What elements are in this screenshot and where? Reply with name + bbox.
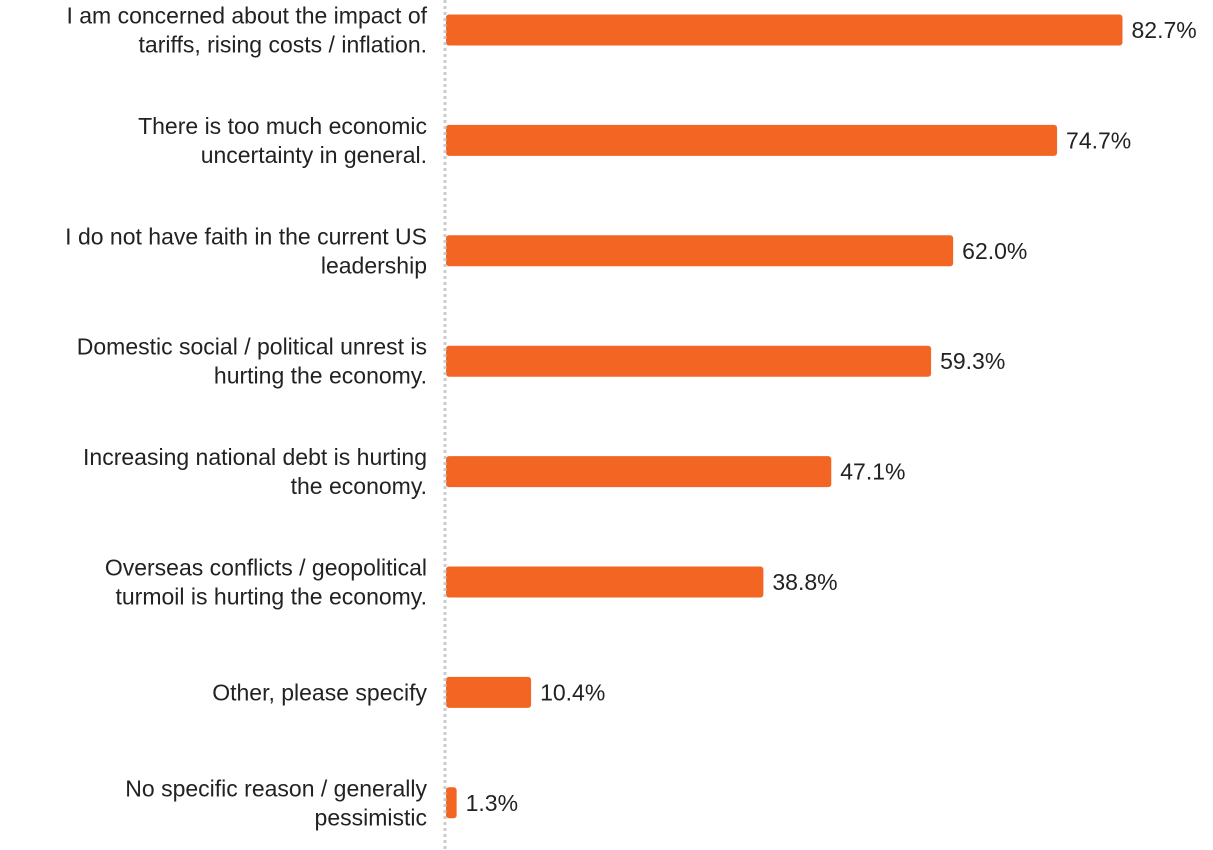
category-label: I am concerned about the impact of xyxy=(66,3,427,29)
category-label: uncertainty in general. xyxy=(201,142,427,168)
value-label: 82.7% xyxy=(1131,17,1196,43)
category-label: turmoil is hurting the economy. xyxy=(116,584,428,610)
category-label: Other, please specify xyxy=(212,679,427,705)
bar xyxy=(446,566,764,598)
bar xyxy=(446,124,1058,156)
bars-layer xyxy=(446,14,1123,819)
category-label: Domestic social / political unrest is xyxy=(77,334,427,360)
bar xyxy=(446,676,532,708)
category-label: leadership xyxy=(321,252,427,278)
category-label: hurting the economy. xyxy=(214,363,427,389)
category-labels-layer: I am concerned about the impact of tariff… xyxy=(65,3,427,831)
value-label: 59.3% xyxy=(940,348,1005,374)
value-label: 38.8% xyxy=(772,569,837,595)
bar xyxy=(446,14,1123,46)
category-label: Increasing national debt is hurting xyxy=(83,444,427,470)
bar xyxy=(446,235,954,267)
category-label: tariffs, rising costs / inflation. xyxy=(139,32,427,58)
category-label: I do not have faith in the current US xyxy=(65,223,427,249)
value-label: 1.3% xyxy=(466,790,518,816)
value-label: 10.4% xyxy=(540,679,605,705)
category-label: There is too much economic xyxy=(138,113,427,139)
bar xyxy=(446,456,832,488)
bar xyxy=(446,345,932,377)
category-label: Overseas conflicts / geopolitical xyxy=(105,555,427,581)
value-labels-layer: 82.7% 74.7% 62.0% 59.3% 47.1% 38.8% 10.4% 1.3% xyxy=(466,17,1197,816)
category-label: pessimistic xyxy=(315,804,427,830)
value-label: 47.1% xyxy=(840,459,905,485)
category-label: No specific reason / generally xyxy=(125,775,427,801)
bar xyxy=(446,787,457,819)
category-label: the economy. xyxy=(291,473,427,499)
value-label: 62.0% xyxy=(962,238,1027,264)
value-label: 74.7% xyxy=(1066,127,1131,153)
